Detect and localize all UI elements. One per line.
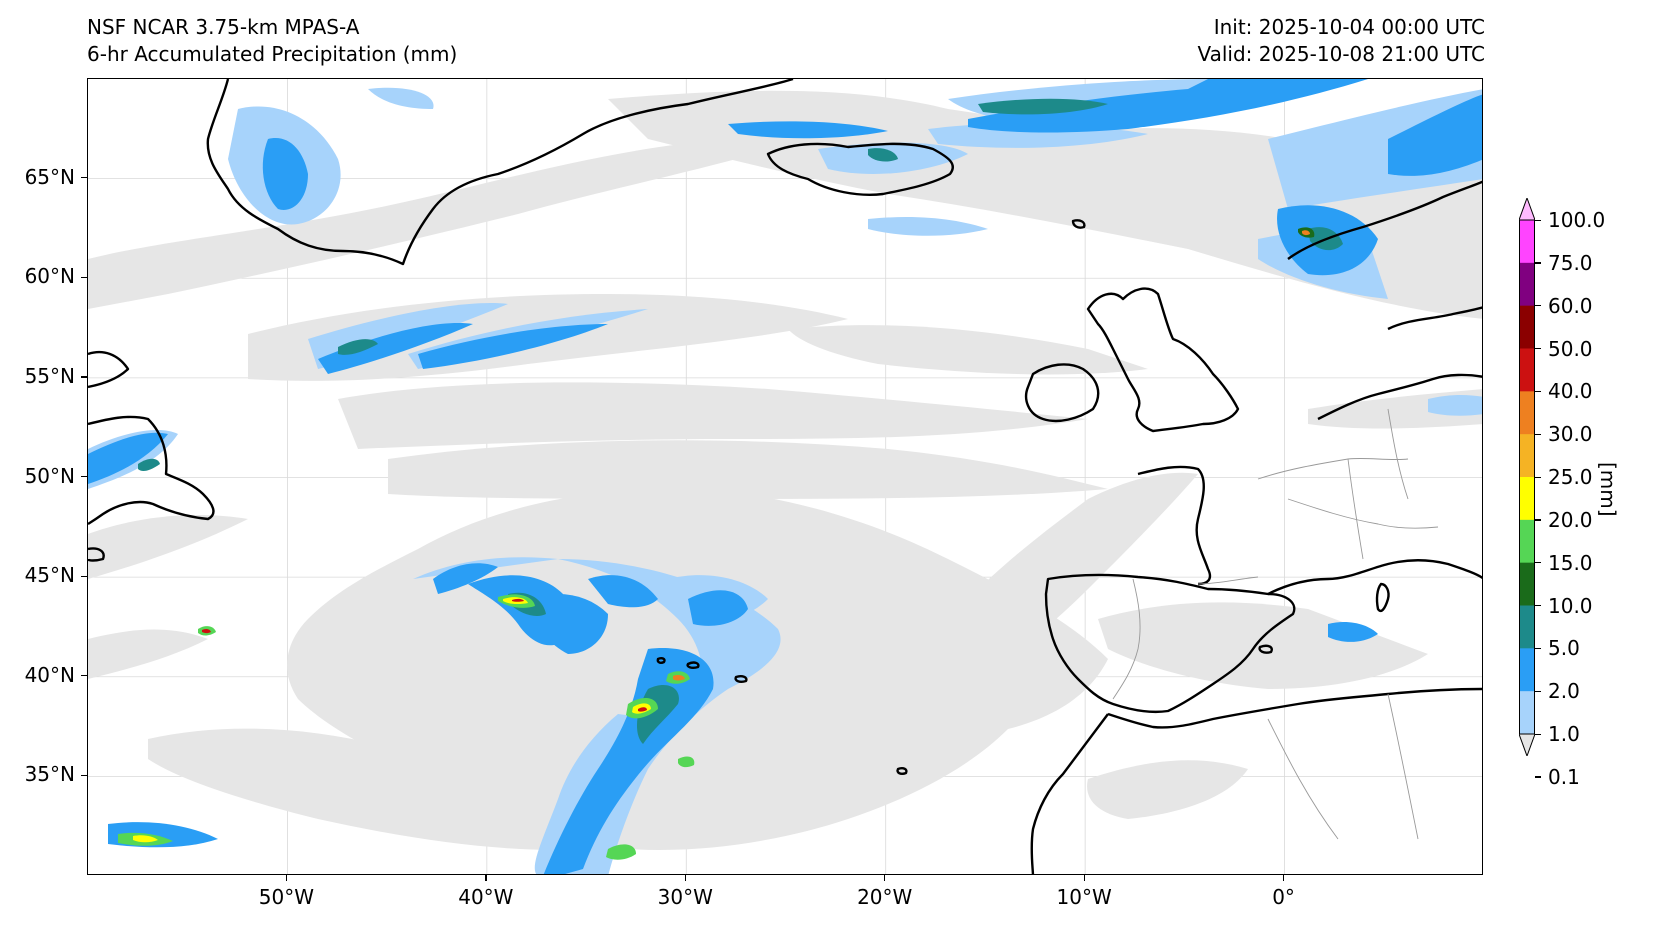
colorbar-tick: [1535, 690, 1541, 692]
valid-time: Valid: 2025-10-08 21:00 UTC: [1197, 42, 1485, 66]
colorbar-tick: [1535, 476, 1541, 478]
lat-tick-label: 40°N: [24, 662, 75, 687]
colorbar-segment: [1519, 519, 1535, 564]
colorbar-label: 15.0: [1548, 550, 1593, 575]
colorbar-segment: [1519, 562, 1535, 606]
country-borders: [1112, 408, 1439, 840]
colorbar-segment: [1519, 391, 1535, 435]
colorbar-segment: [1519, 691, 1535, 735]
colorbar-outline: [1519, 219, 1535, 735]
lon-tick: [1283, 875, 1285, 881]
colorbar: [1519, 198, 1535, 756]
model-title: NSF NCAR 3.75-km MPAS-A: [87, 15, 360, 39]
colorbar-label: 60.0: [1548, 293, 1593, 318]
lon-tick-label: 30°W: [657, 885, 713, 909]
colorbar-label: 25.0: [1548, 465, 1593, 489]
lat-tick: [81, 774, 87, 777]
lat-tick-label: 35°N: [24, 762, 75, 787]
colorbar-tick: [1535, 647, 1541, 650]
colorbar-extend-min: [1519, 733, 1535, 756]
lon-tick: [485, 875, 487, 881]
colorbar-label: 10.0: [1548, 593, 1593, 618]
lat-tick-label: 50°N: [24, 463, 75, 488]
lon-tick-label: 50°W: [258, 885, 315, 909]
lon-tick-label: 20°W: [857, 885, 913, 909]
colorbar-tick: [1535, 219, 1541, 221]
colorbar-tick: [1535, 433, 1541, 435]
init-time: Init: 2025-10-04 00:00 UTC: [1213, 15, 1485, 39]
colorbar-tick: [1535, 562, 1541, 564]
colorbar-tick: [1535, 605, 1541, 607]
lon-tick-label: 10°W: [1056, 885, 1112, 909]
colorbar-label: 30.0: [1548, 422, 1593, 447]
lon-tick-label: 40°W: [458, 885, 514, 909]
colorbar-label: 50.0: [1548, 336, 1593, 361]
colorbar-segment: [1519, 220, 1535, 264]
lat-tick-label: 55°N: [24, 363, 75, 388]
colorbar-tick: [1535, 390, 1541, 393]
lat-tick: [81, 675, 87, 677]
lat-tick: [81, 376, 87, 378]
colorbar-tick: [1535, 262, 1541, 264]
colorbar-label: 5.0: [1548, 636, 1580, 661]
lon-tick: [1083, 875, 1085, 881]
colorbar-segment: [1519, 605, 1535, 649]
coastlines: [88, 79, 1482, 874]
colorbar-segment: [1519, 348, 1535, 392]
field-title: 6-hr Accumulated Precipitation (mm): [87, 42, 458, 66]
colorbar-extend-max: [1519, 198, 1535, 221]
precip-heavy-cores: [118, 227, 1315, 860]
colorbar-unit: [mm]: [1596, 462, 1620, 517]
colorbar-label: 1.0: [1548, 722, 1580, 746]
lon-tick: [884, 875, 886, 881]
colorbar-label: 0.1: [1548, 764, 1580, 789]
colorbar-label: 2.0: [1548, 679, 1580, 704]
colorbar-label: 20.0: [1548, 507, 1593, 532]
precipitation-map: [87, 78, 1483, 875]
colorbar-label: 40.0: [1548, 379, 1593, 404]
lon-tick: [285, 875, 288, 881]
lon-tick: [684, 875, 686, 881]
colorbar-segment: [1519, 477, 1535, 521]
lat-tick-label: 65°N: [24, 164, 75, 189]
colorbar-label: 100.0: [1548, 208, 1606, 232]
lat-tick: [81, 476, 87, 478]
colorbar-segment: [1519, 262, 1535, 307]
lat-tick: [81, 276, 87, 278]
lon-tick-label: 0°: [1272, 885, 1295, 909]
lat-tick: [81, 177, 87, 179]
colorbar-tick: [1535, 776, 1541, 778]
colorbar-segment: [1519, 305, 1535, 349]
colorbar-segment: [1519, 648, 1535, 692]
colorbar-label: 75.0: [1548, 250, 1593, 275]
lat-tick: [81, 575, 87, 577]
colorbar-tick: [1535, 348, 1541, 350]
colorbar-tick: [1535, 733, 1541, 735]
colorbar-segment: [1519, 434, 1535, 478]
map-canvas: [88, 79, 1482, 874]
lat-tick-label: 45°N: [24, 563, 75, 588]
lat-tick-label: 60°N: [24, 264, 75, 289]
colorbar-tick: [1535, 305, 1541, 307]
colorbar-tick: [1535, 519, 1541, 521]
